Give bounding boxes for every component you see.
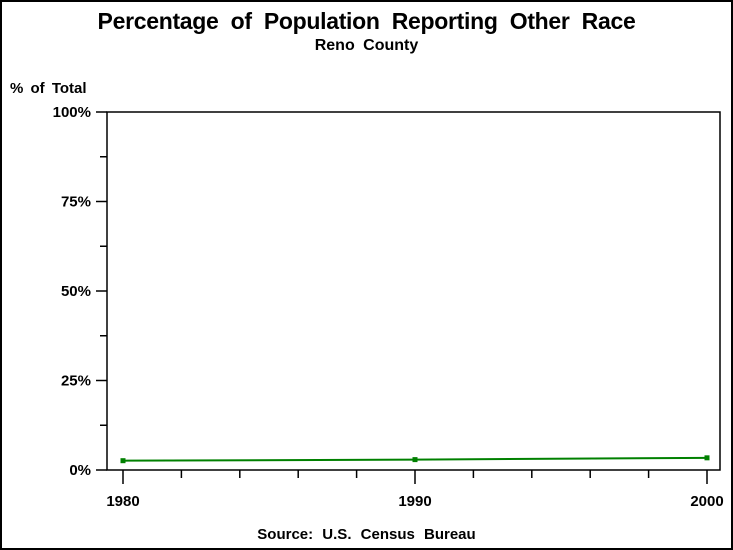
x-axis-tick-labels: 1980 1990 2000 [106, 493, 723, 510]
x-tick-label: 1990 [398, 493, 431, 510]
y-tick-label: 50% [61, 283, 91, 300]
data-point-markers [120, 455, 710, 464]
chart-title: Percentage of Population Reporting Other… [97, 8, 636, 34]
y-axis-label: % of Total [10, 80, 87, 97]
data-point-marker [120, 458, 126, 464]
x-axis-ticks [122, 470, 708, 484]
x-tick-label: 2000 [690, 493, 723, 510]
data-point-marker [412, 457, 418, 463]
data-point-marker [704, 455, 710, 461]
y-tick-label: 75% [61, 194, 91, 211]
y-axis-tick-labels: 0% 25% 50% 75% 100% [53, 104, 91, 479]
y-tick-label: 25% [61, 373, 91, 390]
chart-subtitle: Reno County [314, 37, 419, 54]
source-note: Source: U.S. Census Bureau [257, 526, 476, 543]
x-tick-label: 1980 [106, 493, 139, 510]
plot-frame [106, 111, 721, 471]
y-tick-label: 0% [69, 462, 91, 479]
y-axis-ticks [96, 111, 107, 471]
y-tick-label: 100% [53, 104, 91, 121]
